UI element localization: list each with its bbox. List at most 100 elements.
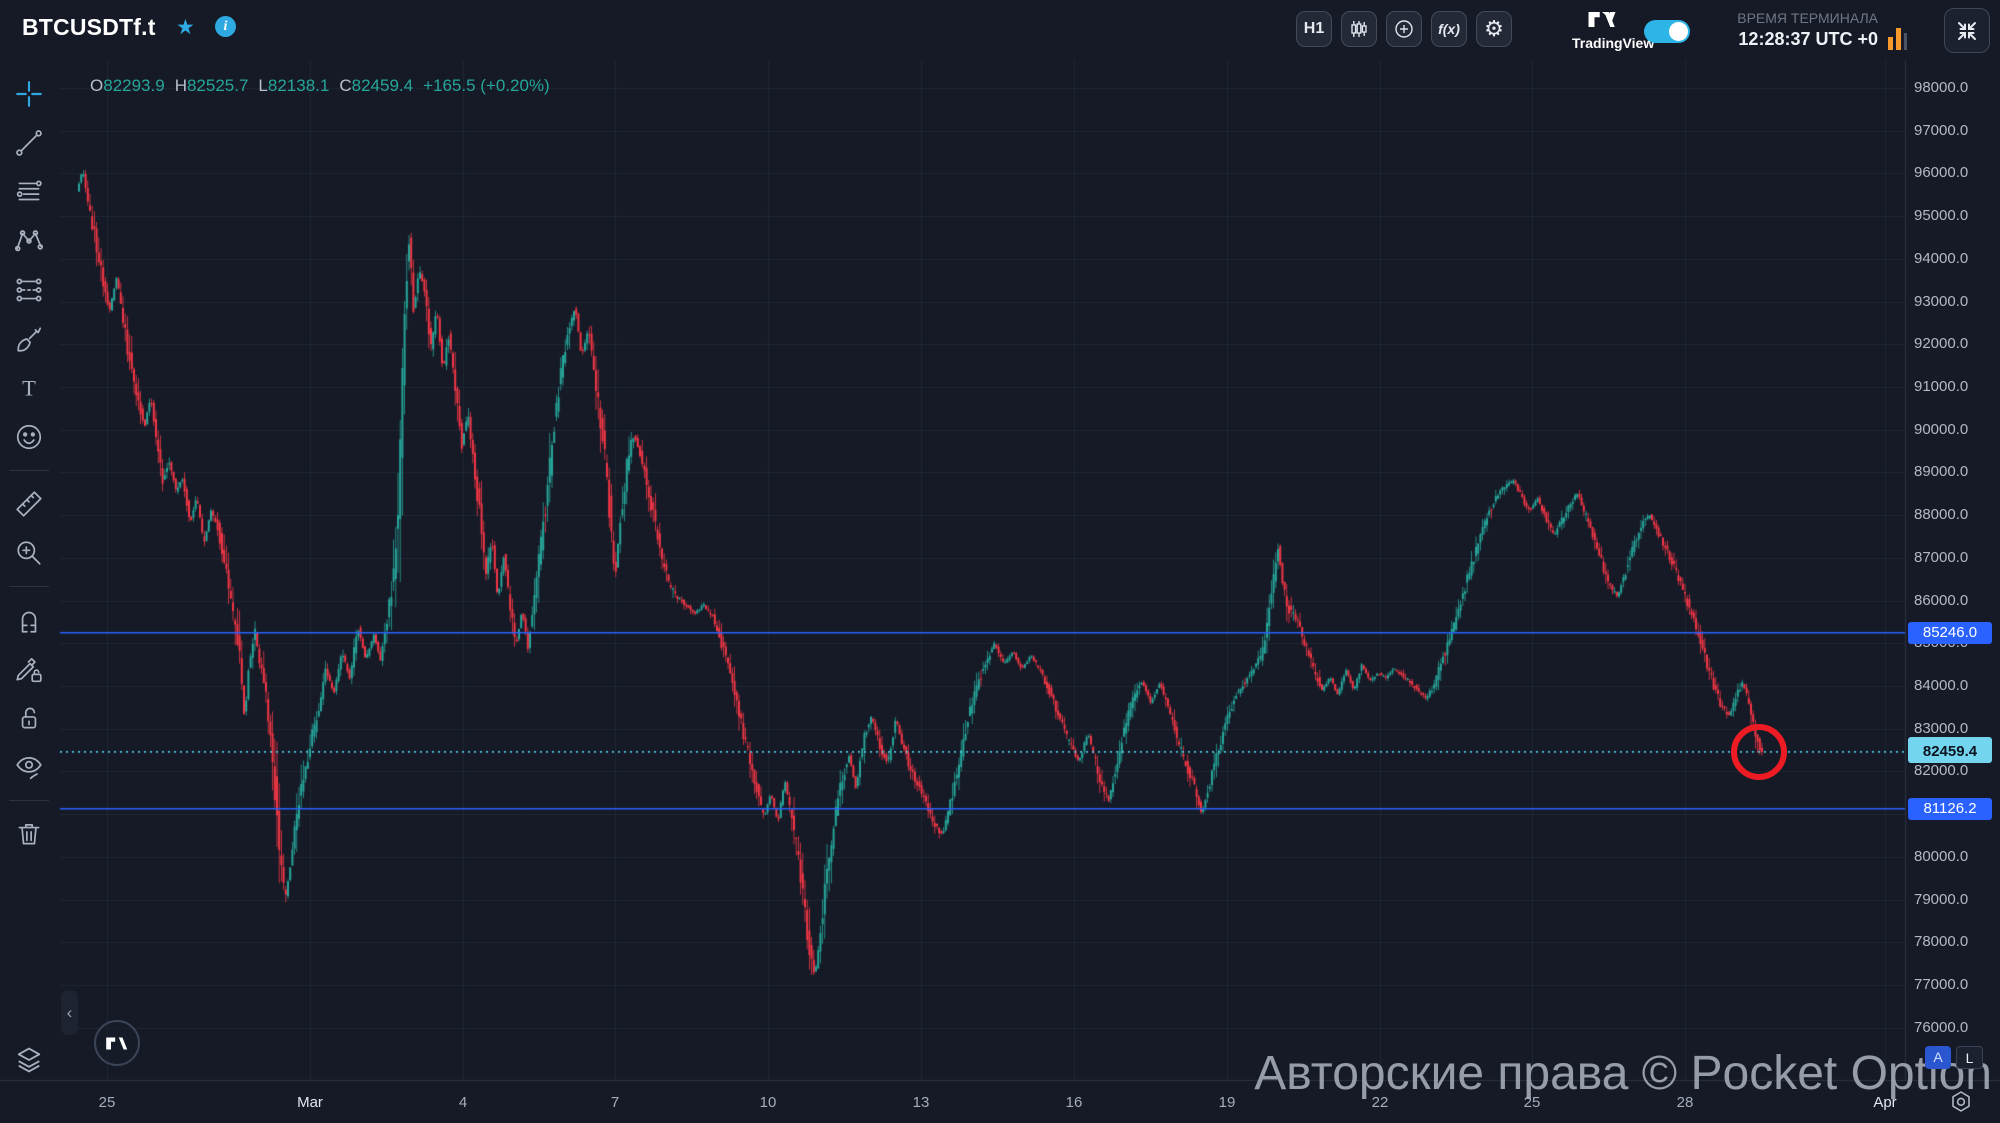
plus-circle-icon [1395,20,1413,38]
price-tick: 79000.0 [1914,890,1969,908]
header-bar: BTCUSDTf.t ★ i [0,0,2000,60]
price-tick: 94000.0 [1914,249,1969,267]
ruler-icon [16,491,42,517]
price-tick: 84000.0 [1914,676,1969,694]
layers-icon [17,1047,41,1073]
price-tick: 91000.0 [1914,377,1969,395]
tradingview-watermark-logo [94,1020,140,1066]
tool-crosshair[interactable] [9,72,49,116]
price-badge-cyan: 82459.4 [1908,740,1992,763]
add-indicator-button[interactable] [1386,11,1422,47]
legend-value: 82459.4 [351,76,414,95]
remove-drawings-icon [18,824,40,845]
object-tree-button[interactable] [13,1044,45,1081]
toolbar-divider [9,470,49,471]
zoom-in-icon [17,541,41,565]
tradingview-logo: TradingView [1572,10,1655,54]
tool-hide-drawings[interactable] [9,745,49,789]
lock-all-icon [21,707,37,729]
legend-value: 82293.9 [103,76,165,95]
legend-key: H [174,76,187,95]
sidebar-collapse-handle[interactable]: ‹ [61,990,78,1035]
legend-value: 82525.7 [186,76,249,95]
time-tick: 13 [912,1094,930,1111]
magnet-icon [21,611,37,633]
info-icon[interactable]: i [215,16,236,37]
favorite-star-icon[interactable]: ★ [176,16,195,39]
tool-zoom-in[interactable] [9,531,49,575]
tool-magnet[interactable] [9,598,49,642]
drawing-toolbar: T [0,72,58,861]
svg-text:T: T [22,376,36,401]
price-tick: 88000.0 [1914,506,1969,524]
price-tick: 76000.0 [1914,1018,1969,1036]
fx-icon: f(x) [1438,21,1460,37]
price-tick: 87000.0 [1914,548,1969,566]
terminal-time-label: ВРЕМЯ ТЕРМИНАЛА [1737,10,1878,26]
time-tick: 7 [610,1094,620,1111]
tool-ruler[interactable] [9,482,49,526]
time-tick: Apr [1873,1094,1897,1111]
time-tick: 19 [1218,1094,1236,1111]
price-badge-blue: 81126.2 [1908,797,1992,820]
price-tick: 95000.0 [1914,207,1969,225]
tool-emoji[interactable] [9,415,49,459]
time-tick: 22 [1371,1094,1389,1111]
hide-drawings-icon [16,757,42,780]
trend-line-icon [16,130,42,156]
tool-brush[interactable] [9,317,49,361]
time-tick: 4 [458,1094,468,1111]
tool-trend-line[interactable] [9,121,49,165]
price-tick: 77000.0 [1914,975,1969,993]
timeframe-button[interactable]: H1 [1296,11,1332,47]
time-tick: 10 [759,1094,777,1111]
price-tick: 80000.0 [1914,847,1969,865]
legend-key: O [90,76,104,95]
legend-key: C [339,76,352,95]
settings-button[interactable]: ⚙ [1476,11,1512,47]
tradingview-label: TradingView [1572,35,1655,51]
tool-edit-lock[interactable] [9,647,49,691]
price-tick: 78000.0 [1914,933,1969,951]
time-tick: 25 [98,1094,116,1111]
functions-button[interactable]: f(x) [1431,11,1467,47]
signal-bars-icon [1888,22,1912,50]
terminal-time-value: 12:28:37 UTC +0 [1738,29,1878,49]
brush-icon [17,327,42,352]
price-tick: 98000.0 [1914,79,1969,96]
collapse-icon [1958,21,1976,40]
collapse-terminal-button[interactable] [1944,8,1990,53]
price-tick: 89000.0 [1914,463,1969,481]
tradingview-toggle[interactable] [1644,20,1690,43]
price-tick: 82000.0 [1914,762,1969,780]
tool-remove-drawings[interactable] [9,812,49,856]
crosshair-icon [16,81,42,107]
xabcd-pattern-icon [14,230,44,252]
text-icon: T [22,376,36,401]
chart-style-button[interactable] [1341,11,1377,47]
tool-fib-retracement[interactable] [9,170,49,214]
legend-key: L [258,76,268,95]
log-scale-button[interactable]: L [1956,1046,1983,1069]
price-tick: 86000.0 [1914,591,1969,609]
price-tick: 93000.0 [1914,292,1969,310]
time-tick: Mar [297,1094,323,1111]
legend-change: +165.5 (+0.20%) [423,76,550,95]
tool-xabcd-pattern[interactable] [9,219,49,263]
timezone-settings-icon[interactable] [1948,1089,1974,1120]
symbol-title: BTCUSDTf.t [22,14,156,40]
emoji-icon [16,424,42,450]
tool-forecast[interactable] [9,268,49,312]
toggle-knob [1669,22,1688,41]
tool-lock-all[interactable] [9,696,49,740]
tool-text[interactable]: T [9,366,49,410]
edit-lock-icon [16,657,42,683]
auto-scale-button[interactable]: A [1925,1046,1951,1069]
price-tick: 83000.0 [1914,719,1969,737]
price-badge-blue: 85246.0 [1908,621,1992,644]
fib-retracement-icon [16,180,42,201]
candles-icon [1351,21,1367,37]
price-tick: 92000.0 [1914,335,1969,353]
